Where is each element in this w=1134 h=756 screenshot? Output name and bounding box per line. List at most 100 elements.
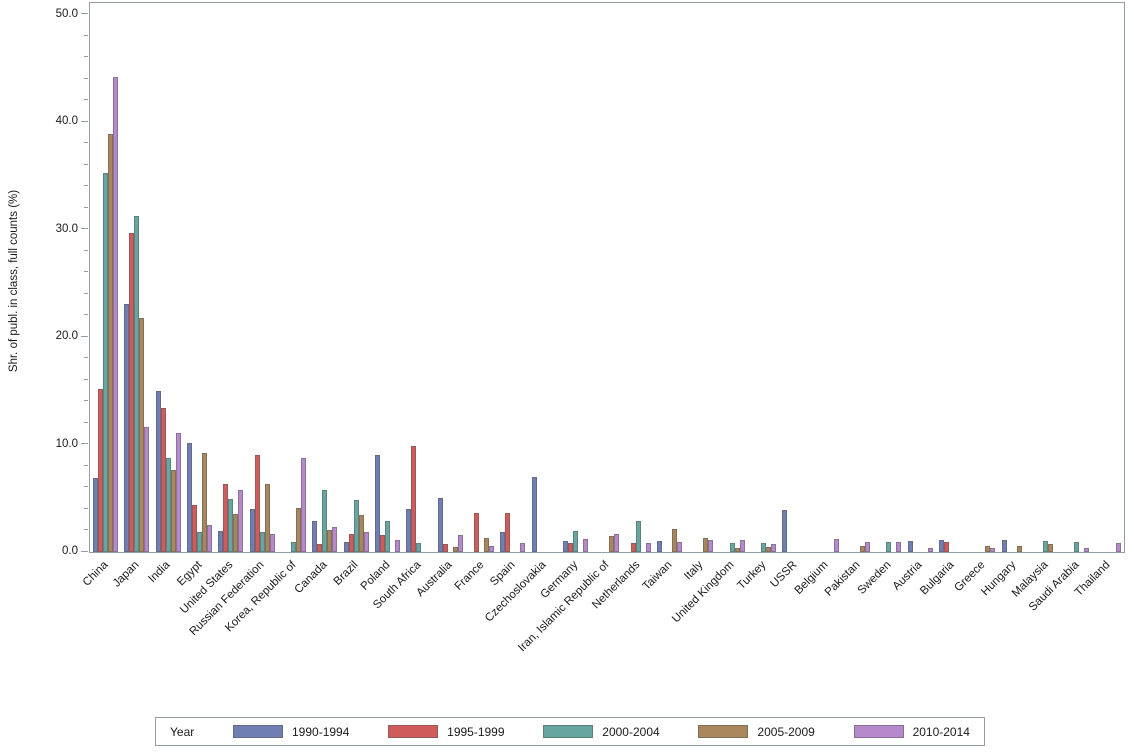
bar	[1048, 544, 1053, 552]
bar	[187, 443, 193, 552]
bar	[170, 470, 176, 552]
bar	[739, 540, 745, 552]
bar	[573, 531, 579, 552]
bar	[1084, 548, 1090, 552]
bar	[484, 538, 490, 552]
y-tick-label: 40.0	[55, 115, 78, 127]
x-tick-label: Japan	[110, 559, 142, 590]
bar	[489, 546, 495, 552]
bar	[708, 540, 714, 552]
bar	[254, 455, 260, 552]
y-minor-tick	[84, 421, 88, 423]
bar	[218, 531, 224, 552]
bar	[614, 534, 620, 552]
bar	[766, 547, 772, 552]
bar-group	[591, 3, 622, 552]
bar-group	[372, 3, 403, 552]
plot-area	[89, 2, 1125, 553]
bar	[348, 534, 354, 552]
bar	[568, 543, 574, 552]
bar-group	[811, 3, 842, 552]
bar	[985, 546, 991, 552]
bar	[886, 542, 892, 552]
y-minor-tick	[84, 99, 88, 100]
y-minor-tick	[84, 77, 88, 79]
bar	[108, 134, 114, 552]
bar	[207, 525, 213, 552]
legend-swatch	[388, 725, 439, 738]
y-major-tick	[81, 550, 88, 552]
bar	[833, 539, 839, 552]
bar-group	[748, 3, 779, 552]
bar	[93, 478, 99, 552]
bar	[635, 521, 641, 552]
y-minor-tick	[84, 271, 88, 272]
y-major-tick	[81, 443, 88, 444]
bar-group	[341, 3, 372, 552]
bar	[124, 304, 130, 552]
bar	[202, 453, 208, 552]
legend-label: 1990-1994	[292, 724, 350, 739]
bar-group	[623, 3, 654, 552]
bar-groups-container	[90, 3, 1124, 552]
bar	[583, 539, 589, 552]
x-tick-label: China	[80, 559, 111, 589]
y-minor-tick	[84, 142, 88, 143]
x-tick-label: India	[146, 559, 173, 586]
bar-group	[654, 3, 685, 552]
x-tick-label: Sweden	[855, 559, 894, 597]
bar	[259, 532, 265, 552]
y-minor-tick	[84, 249, 88, 251]
legend-item: 2010-2014	[853, 724, 970, 739]
bar	[192, 505, 198, 552]
y-minor-tick	[84, 292, 88, 294]
bar	[160, 408, 166, 552]
bar	[520, 543, 526, 552]
y-minor-tick	[84, 507, 88, 509]
y-tick-label: 10.0	[55, 437, 78, 450]
bar	[155, 391, 161, 552]
legend-item: 2000-2004	[543, 724, 660, 739]
bar	[144, 427, 150, 552]
bar	[223, 484, 229, 552]
legend: Year 1990-1994 1995-1999 2000-2004 2005-200…	[155, 717, 985, 746]
bar	[312, 521, 318, 552]
bar	[771, 544, 777, 552]
y-minor-tick	[84, 357, 88, 358]
bar	[233, 514, 239, 552]
bar	[657, 541, 663, 552]
bar	[457, 535, 463, 552]
bar	[944, 542, 950, 552]
bar	[264, 484, 270, 552]
y-minor-tick	[84, 486, 88, 487]
bar	[1001, 540, 1007, 552]
bar-group	[1030, 3, 1061, 552]
bar	[782, 510, 788, 552]
legend-item: 2005-2009	[698, 724, 815, 739]
legend-label: 2000-2004	[602, 724, 660, 739]
bar	[343, 542, 349, 552]
bar	[734, 548, 740, 552]
bar	[1074, 542, 1080, 552]
y-minor-tick	[84, 34, 88, 36]
bar	[531, 477, 537, 552]
bar	[269, 534, 275, 552]
y-minor-tick	[84, 378, 88, 380]
bar	[98, 389, 104, 552]
bar	[385, 521, 391, 552]
x-tick-label: Bulgaria	[917, 559, 957, 598]
bar	[317, 544, 323, 552]
y-tick-label: 0.0	[62, 545, 78, 557]
legend-swatch	[233, 725, 283, 738]
x-tick-label: France	[452, 559, 487, 593]
bar	[395, 540, 401, 552]
bar	[353, 500, 359, 552]
bar	[927, 548, 933, 552]
bar	[609, 536, 615, 552]
bar	[301, 458, 307, 552]
bar	[645, 543, 651, 552]
bar-group	[560, 3, 591, 552]
x-tick-label: Spain	[488, 559, 518, 589]
legend-label: 2005-2009	[757, 724, 815, 739]
legend-label: 2010-2014	[912, 724, 970, 739]
